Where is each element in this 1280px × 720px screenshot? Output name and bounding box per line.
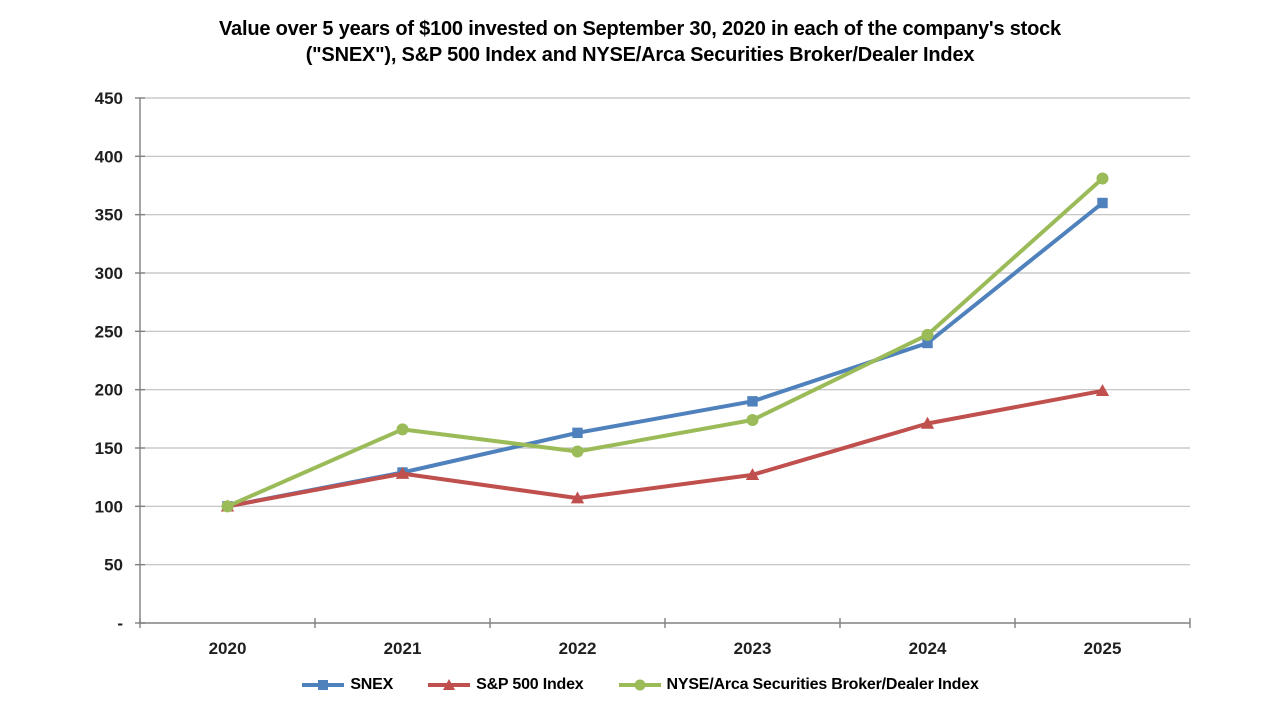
y-tick-label: 400 [95,147,123,166]
x-tick-label: 2021 [384,639,422,658]
series-marker-triangle [745,468,760,481]
y-tick-label: - [117,614,123,633]
series-marker-triangle [395,466,410,479]
x-tick-label: 2020 [209,639,247,658]
chart-title-line1: Value over 5 years of $100 invested on S… [219,18,1061,40]
y-tick-label: 200 [95,381,123,400]
y-tick-label: 450 [95,89,123,108]
legend-item-snex: SNEX [301,676,393,694]
legend-swatch-circle-icon [618,679,661,691]
x-tick-label: 2025 [1084,639,1122,658]
legend-item-s-p-500-index: S&P 500 Index [427,676,584,694]
y-tick-label: 50 [104,556,123,575]
series-marker-square [1097,197,1108,209]
series-marker-triangle [1095,384,1110,397]
y-tick-label: 150 [95,439,123,458]
legend-label: SNEX [350,676,394,693]
series-line-snex [225,201,1105,509]
series-marker-square [747,396,758,407]
y-tick-label: 350 [95,206,123,225]
chart-title-line2: ("SNEX"), S&P 500 Index and NYSE/Arca Se… [305,44,975,66]
series-marker-circle [221,500,234,513]
legend-label: S&P 500 Index [476,676,584,693]
legend-item-nyse-arca-securities-broker-dealer-index: NYSE/Arca Securities Broker/Dealer Index [618,676,979,694]
series-marker-circle [571,445,584,458]
series-marker-circle [746,414,759,426]
legend-swatch-triangle-icon [428,679,471,690]
x-tick-label: 2022 [559,639,597,658]
legend-swatch-square-icon [302,680,345,690]
chart-title: Value over 5 years of $100 invested on S… [0,16,1280,68]
series-marker-triangle [570,491,585,504]
x-tick-label: 2023 [734,639,772,658]
y-tick-label: 100 [95,497,123,516]
series-line-nyse-arca-securities-broker-dealer-index [225,176,1105,509]
x-tick-label: 2024 [909,639,947,658]
series-marker-circle [921,328,934,341]
legend-label: NYSE/Arca Securities Broker/Dealer Index [666,676,979,693]
series-marker-circle [1096,172,1109,185]
series-line-s-p-500-index [225,388,1105,509]
chart-legend: SNEX S&P 500 Index NYSE/Arca Securities Br… [0,676,1280,694]
series-marker-circle [396,423,409,436]
y-tick-label: 300 [95,264,123,283]
series-marker-square [922,337,933,349]
y-tick-label: 250 [95,322,123,341]
series-marker-square [572,427,583,439]
series-marker-triangle [920,416,935,429]
